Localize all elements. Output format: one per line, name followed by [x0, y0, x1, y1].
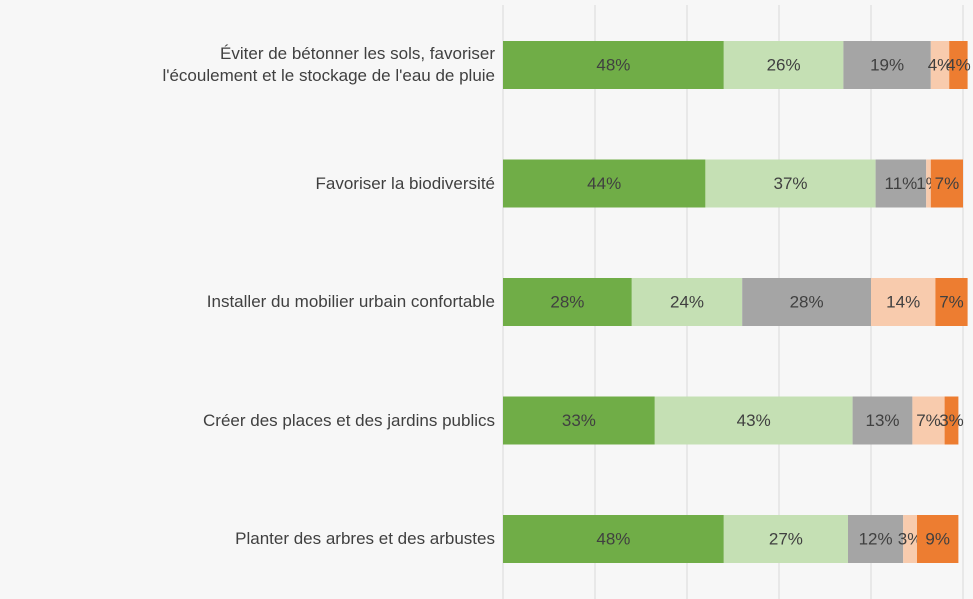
bar-segment	[723, 515, 848, 563]
value-label: 19%	[870, 55, 904, 74]
value-label: 13%	[865, 411, 899, 430]
bar-segment	[852, 396, 913, 445]
value-label: 7%	[939, 292, 964, 311]
value-label: 4%	[928, 55, 953, 74]
bar-segment	[930, 159, 963, 208]
value-label: 48%	[596, 55, 630, 74]
bar-segment	[848, 515, 904, 563]
bar-segment	[503, 278, 632, 326]
bar-segment	[503, 396, 655, 445]
bar-segment	[654, 396, 853, 445]
value-label: 9%	[925, 529, 950, 548]
value-label: 4%	[946, 55, 971, 74]
value-label: 28%	[550, 292, 584, 311]
bar-segment	[631, 278, 743, 326]
bar-segment	[503, 41, 724, 89]
value-label: 14%	[886, 292, 920, 311]
bar-segment	[949, 41, 968, 89]
bar-segment	[935, 278, 968, 326]
bar-segment	[503, 159, 706, 208]
bar-segment	[871, 278, 936, 326]
bar-segment	[917, 515, 959, 563]
value-label: 7%	[916, 411, 941, 430]
value-label: 48%	[596, 529, 630, 548]
category-label: Installer du mobilier urbain confortable	[206, 292, 495, 311]
value-label: 12%	[859, 529, 893, 548]
bar-segment	[875, 159, 927, 208]
category-label: Planter des arbres et des arbustes	[235, 529, 495, 548]
bar-segment	[930, 41, 950, 89]
value-label: 26%	[767, 55, 801, 74]
value-label: 11%	[885, 174, 918, 193]
value-label: 43%	[737, 411, 771, 430]
value-label: 7%	[935, 174, 960, 193]
value-label: 27%	[769, 529, 803, 548]
category-label: Favoriser la biodiversité	[315, 173, 495, 193]
bar-segment	[843, 41, 931, 89]
bar-segment	[742, 278, 871, 326]
value-label: 44%	[587, 174, 621, 193]
bar-segment	[503, 515, 724, 563]
value-label: 3%	[939, 411, 964, 430]
bar-segment	[926, 159, 931, 208]
value-label: 3%	[898, 529, 923, 548]
bar-segment	[903, 515, 917, 563]
bar-segment	[723, 41, 844, 89]
category-label: Éviter de bétonner les sols, favoriser l…	[162, 44, 495, 85]
value-label: 33%	[562, 411, 596, 430]
value-label: 28%	[790, 292, 824, 311]
value-label: 24%	[670, 292, 704, 311]
bar-segment	[944, 396, 959, 445]
value-label: 37%	[773, 174, 807, 193]
bar-segment	[705, 159, 876, 208]
bar-segment	[912, 396, 945, 445]
category-label: Créer des places et des jardins publics	[203, 410, 495, 430]
